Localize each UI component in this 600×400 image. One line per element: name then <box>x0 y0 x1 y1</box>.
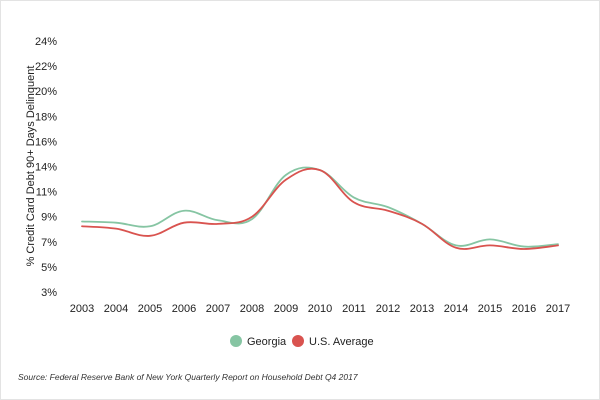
y-tick-label: 22% <box>35 61 57 73</box>
legend: Georgia U.S. Average <box>230 335 374 348</box>
x-tick-label: 2005 <box>138 303 162 315</box>
y-tick-label: 16% <box>35 136 57 148</box>
x-tick-label: 2012 <box>376 303 400 315</box>
x-tick-label: 2016 <box>512 303 536 315</box>
x-axis-ticks: 2003 2004 2005 2006 2007 2008 2009 2010 2011 2012… <box>70 303 570 315</box>
y-axis-label: % Credit Card Debt 90+ Days Delinquent <box>25 66 37 267</box>
x-tick-label: 2007 <box>206 303 230 315</box>
x-tick-label: 2013 <box>410 303 434 315</box>
x-tick-label: 2003 <box>70 303 94 315</box>
legend-label: Georgia <box>247 336 287 348</box>
x-tick-label: 2015 <box>478 303 502 315</box>
x-tick-label: 2004 <box>104 303 128 315</box>
x-tick-label: 2017 <box>546 303 570 315</box>
x-tick-label: 2010 <box>308 303 332 315</box>
y-tick-label: 20% <box>35 86 57 98</box>
y-tick-label: 3% <box>41 287 57 299</box>
x-tick-label: 2011 <box>342 303 366 315</box>
x-tick-label: 2014 <box>444 303 468 315</box>
y-tick-label: 7% <box>41 237 57 249</box>
y-tick-label: 24% <box>35 36 57 48</box>
x-tick-label: 2006 <box>172 303 196 315</box>
series-line-1 <box>81 167 559 250</box>
source-note: Source: Federal Reserve Bank of New York… <box>18 372 358 382</box>
legend-label: U.S. Average <box>309 336 374 348</box>
y-tick-label: 18% <box>35 111 57 123</box>
y-tick-label: 14% <box>35 162 57 174</box>
series-lines <box>81 166 559 250</box>
y-tick-label: 5% <box>41 262 57 274</box>
x-tick-label: 2008 <box>240 303 264 315</box>
y-axis-ticks: 3% 5% 7% 9% 11% 14% 16% 18% 20% 22% 24% <box>35 36 57 299</box>
y-tick-label: 11% <box>36 187 57 199</box>
legend-marker <box>292 335 304 347</box>
x-tick-label: 2009 <box>274 303 298 315</box>
legend-marker <box>230 335 242 347</box>
y-tick-label: 9% <box>41 212 57 224</box>
